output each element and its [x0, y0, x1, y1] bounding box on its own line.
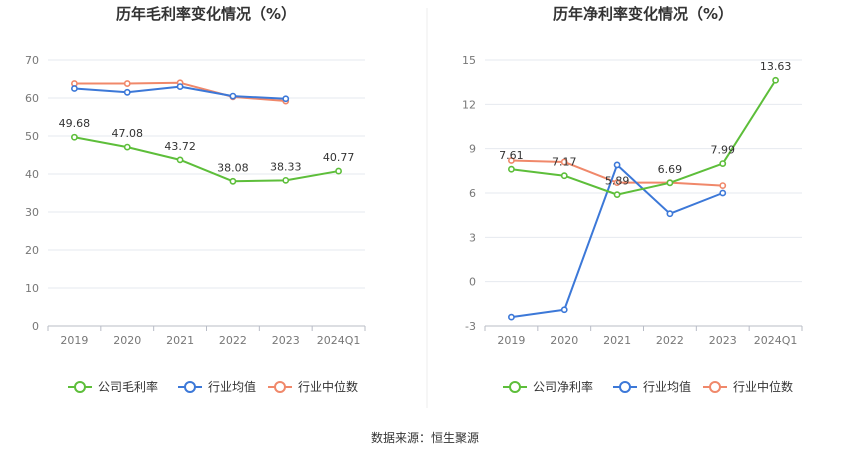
chart1-point-industry_avg	[71, 85, 78, 92]
chart1-x-tick-label: 2019	[60, 334, 88, 347]
chart1-point-industry_avg	[282, 95, 290, 103]
chart2-data-label: 7.61	[499, 149, 524, 162]
chart2-point-company	[560, 172, 568, 180]
chart2-point-industry_median	[508, 157, 515, 164]
chart-panel-2: 历年净利率变化情况（%） -3 0 3 6 9 12 15 2019 2020 2021 2022 20…	[462, 5, 803, 394]
chart1-series-line-company	[74, 136, 339, 183]
chart2-x-tick-label: 2024Q1	[754, 334, 798, 347]
chart1-point-industry_avg	[229, 92, 237, 100]
chart2-point-industry_median	[719, 182, 727, 190]
chart2-y-tick-label: -3	[465, 320, 476, 333]
chart2-data-label: 5.89	[605, 175, 630, 188]
chart2-legend-swatch-marker	[509, 381, 521, 393]
chart2-title: 历年净利率变化情况（%）	[553, 5, 733, 23]
chart2-legend-label: 行业均值	[643, 379, 691, 394]
chart1-y-tick-label: 10	[25, 282, 39, 295]
chart2-point-industry_avg	[560, 306, 568, 314]
chart1-y-tick-label: 30	[25, 206, 39, 219]
chart2-point-industry_median	[613, 179, 621, 187]
chart2-point-company	[666, 179, 674, 187]
chart2-point-company	[508, 165, 515, 173]
chart1-point-company	[282, 176, 290, 184]
chart1-point-company	[335, 167, 342, 175]
chart2-data-label: 7.99	[711, 144, 736, 157]
chart2-point-company	[613, 191, 621, 199]
chart2-point-industry_avg	[666, 210, 674, 218]
chart1-data-label: 38.33	[270, 160, 302, 173]
chart2-x-tick-label: 2019	[497, 334, 525, 347]
chart1-point-company	[123, 143, 131, 151]
chart1-point-industry_median	[123, 80, 131, 87]
chart2-x-tick-label: 2022	[656, 334, 684, 347]
chart2-legend-label: 行业中位数	[733, 379, 793, 394]
chart2-y-tick-label: 6	[469, 187, 476, 200]
chart2-x-tick-label: 2021	[603, 334, 631, 347]
chart2-point-industry_avg	[719, 189, 727, 197]
chart1-legend-swatch-marker	[274, 381, 286, 393]
chart1-x-tick-label: 2021	[166, 334, 194, 347]
chart2-y-tick-label: 15	[462, 54, 476, 67]
chart2-y-tick-label: 3	[469, 231, 476, 244]
chart1-point-industry_avg	[123, 88, 131, 96]
chart2-legend-swatch-marker	[619, 381, 631, 393]
chart2-data-label: 6.69	[658, 163, 683, 176]
chart2-legend-label: 公司净利率	[533, 379, 593, 394]
chart1-y-tick-label: 20	[25, 244, 39, 257]
chart2-point-industry_avg	[613, 161, 621, 169]
chart2-y-tick-label: 9	[469, 143, 476, 156]
chart-panel-1: 历年毛利率变化情况（%） 0 10 20 30 40 50 60 70 2019 2020 2021 2…	[25, 5, 366, 394]
chart1-legend-label: 行业均值	[208, 379, 256, 394]
chart2-series-line-industry_avg	[511, 163, 724, 319]
chart2-point-company	[719, 160, 727, 167]
chart1-data-label: 49.68	[59, 117, 91, 130]
chart2-data-label: 7.17	[552, 156, 577, 169]
chart1-x-tick-label: 2024Q1	[317, 334, 361, 347]
source-label: 数据来源：恒生聚源	[371, 430, 479, 445]
chart2-series-line-company	[511, 79, 777, 196]
chart1-data-label: 38.08	[217, 161, 249, 174]
chart2-x-tick-label: 2023	[709, 334, 737, 347]
chart1-legend-swatch-marker	[74, 381, 86, 393]
chart1-x-tick-label: 2020	[113, 334, 141, 347]
chart2-point-industry_avg	[508, 313, 515, 321]
chart1-y-tick-label: 0	[32, 320, 39, 333]
chart1-y-tick-label: 60	[25, 92, 39, 105]
chart1-legend-label: 行业中位数	[298, 379, 358, 394]
chart2-point-company	[772, 76, 779, 84]
chart1-data-label: 43.72	[164, 140, 196, 153]
chart1-point-company	[71, 133, 78, 141]
chart1-y-tick-label: 40	[25, 168, 39, 181]
chart1-title: 历年毛利率变化情况（%）	[116, 5, 296, 23]
chart1-legend-swatch-marker	[184, 381, 196, 393]
chart1-y-tick-label: 50	[25, 130, 39, 143]
chart1-point-industry_avg	[176, 83, 184, 90]
chart1-point-company	[229, 177, 237, 185]
chart1-legend-label: 公司毛利率	[98, 379, 158, 394]
chart1-data-label: 40.77	[323, 151, 355, 164]
chart2-legend-swatch-marker	[709, 381, 721, 393]
chart2-y-tick-label: 12	[462, 98, 476, 111]
chart2-y-tick-label: 0	[469, 276, 476, 289]
chart2-x-tick-label: 2020	[550, 334, 578, 347]
chart2-point-industry_median	[560, 158, 568, 166]
chart1-point-company	[176, 156, 184, 164]
chart1-y-tick-label: 70	[25, 54, 39, 67]
chart1-x-tick-label: 2022	[219, 334, 247, 347]
chart2-data-label: 13.63	[760, 60, 792, 73]
chart1-x-tick-label: 2023	[272, 334, 300, 347]
chart1-data-label: 47.08	[112, 127, 144, 140]
